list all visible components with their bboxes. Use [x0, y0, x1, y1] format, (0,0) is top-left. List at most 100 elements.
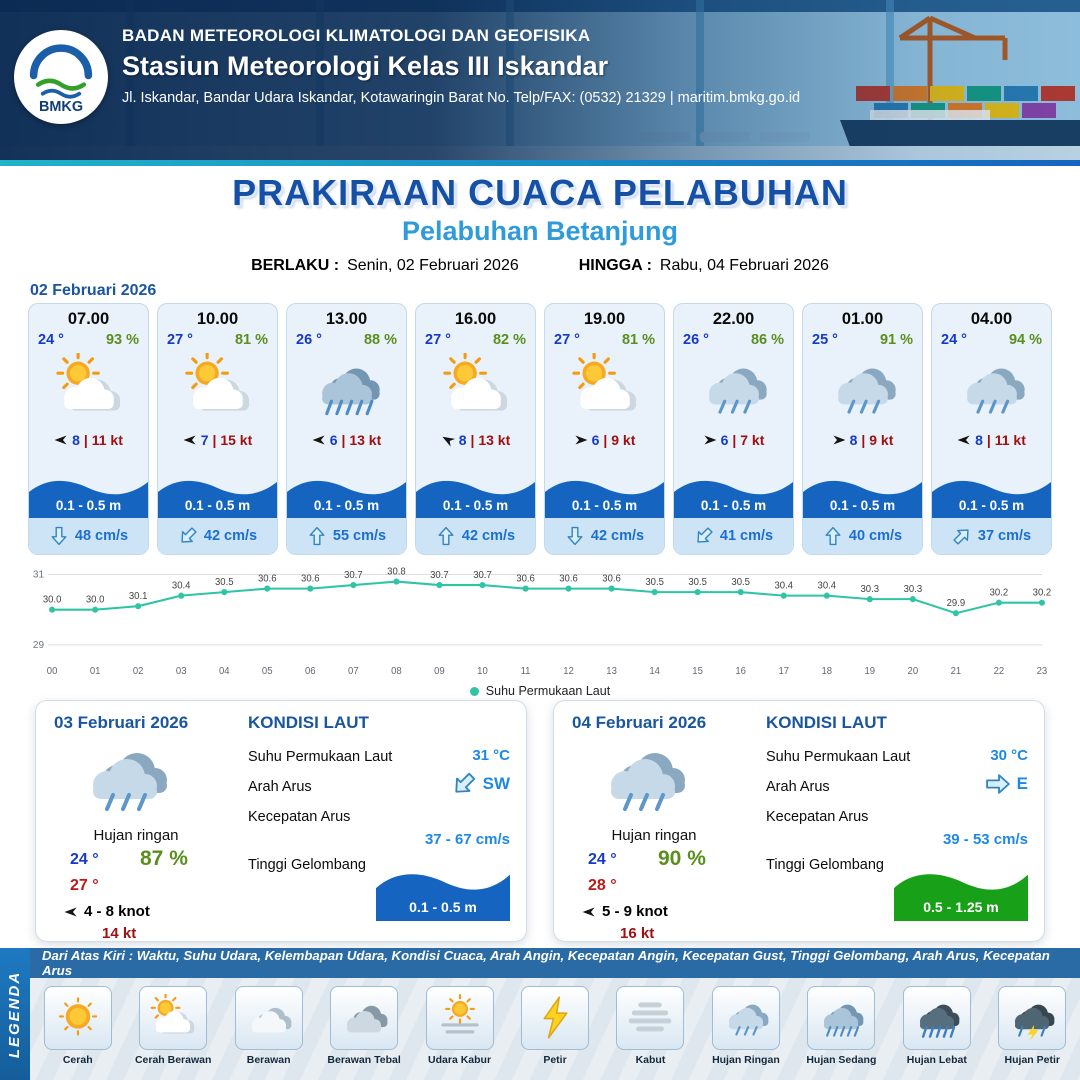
daily-wind-row: 5 - 9 knot [582, 903, 668, 920]
daily-wind-speed: 5 - 9 knot [602, 903, 668, 920]
hourly-date-label: 02 Februari 2026 [30, 282, 157, 299]
wind-gust-value: | 7 kt [732, 432, 765, 448]
daily-temp-max: 28 ° [588, 877, 617, 894]
page-title: PRAKIRAAN CUACA PELABUHAN [232, 172, 848, 213]
weather-icon-cell [416, 348, 535, 428]
sea-conditions-title: KONDISI LAUT [248, 713, 369, 732]
wave-height-value: 0.1 - 0.5 m [958, 498, 1025, 513]
current-direction-icon [445, 766, 482, 803]
wind-direction-icon [64, 905, 78, 919]
weather-icon [178, 351, 258, 423]
daily-weather-icon [66, 733, 184, 823]
legend-item: Cerah Berawan [125, 986, 220, 1066]
legend-icon-box [520, 986, 589, 1050]
legend-item: Berawan [221, 986, 316, 1066]
sst-label: Suhu Permukaan Laut [766, 749, 911, 765]
legend-item: Udara Kabur [412, 986, 507, 1066]
current-row: 42 cm/s [545, 518, 664, 554]
svg-text:01: 01 [90, 666, 101, 677]
daily-weather-icon [584, 733, 702, 823]
legend-item: Hujan Lebat [889, 986, 984, 1066]
header-separator [0, 160, 1080, 166]
svg-text:30.6: 30.6 [516, 573, 535, 584]
title-block: PRAKIRAAN CUACA PELABUHAN Pelabuhan Beta… [0, 172, 1080, 275]
humidity-value: 88 % [363, 332, 397, 348]
daily-temp-min: 24 ° [70, 851, 99, 868]
forecast-time: 07.00 [67, 310, 110, 328]
wind-row: 8 | 13 kt [416, 428, 535, 452]
sst-label: Suhu Permukaan Laut [248, 749, 393, 765]
current-direction-icon [985, 771, 1011, 797]
wave-height-value: 0.1 - 0.5 m [55, 498, 122, 513]
svg-text:13: 13 [606, 666, 617, 677]
wave-height-value: 0.1 - 0.5 m [313, 498, 380, 513]
svg-text:14: 14 [649, 666, 660, 677]
forecast-time: 13.00 [325, 310, 368, 328]
temp-humidity-row: 24 ° 94 % [932, 329, 1051, 348]
humidity-value: 94 % [1008, 332, 1042, 348]
temp-humidity-row: 25 ° 91 % [803, 329, 922, 348]
wave-height-value: 0.1 - 0.5 m [184, 498, 251, 513]
current-row: 40 cm/s [803, 518, 922, 554]
current-row: 42 cm/s [416, 518, 535, 554]
temp-humidity-row: 27 ° 82 % [416, 329, 535, 348]
hourly-forecast-card: 10.00 27 ° 81 % 7 | 15 kt 0.1 - 0.5 m 42 cm/s [157, 303, 278, 555]
daily-date: 04 Februari 2026 [572, 713, 707, 732]
hourly-forecast-card: 13.00 26 ° 88 % 6 | 13 kt 0.1 - 0.5 m 55 cm/s [286, 303, 407, 555]
svg-text:30.5: 30.5 [645, 577, 664, 588]
daily-condition: Hujan ringan [93, 827, 179, 844]
current-row: 48 cm/s [29, 518, 148, 554]
legend-icon-box [139, 986, 208, 1050]
legend-item-label: Kabut [635, 1054, 666, 1066]
legend-dot-icon [469, 686, 479, 696]
wind-direction-icon [574, 433, 588, 447]
hujan-sedang-icon [814, 994, 868, 1042]
svg-text:30.4: 30.4 [818, 580, 837, 591]
svg-text:03: 03 [176, 666, 187, 677]
humidity-value: 91 % [879, 332, 913, 348]
berawan-tebal-icon [337, 994, 391, 1042]
temp-humidity-row: 24 ° 93 % [29, 329, 148, 348]
svg-text:30.7: 30.7 [344, 570, 363, 581]
berlaku-value: Senin, 02 Februari 2026 [347, 257, 519, 274]
wind-direction-icon [54, 433, 68, 447]
temperature-value: 27 ° [425, 332, 451, 348]
svg-text:15: 15 [692, 666, 703, 677]
legend-item-label: Udara Kabur [428, 1054, 492, 1066]
wind-speed-value: 8 [458, 432, 467, 448]
weather-icon [307, 353, 387, 423]
chart-series-label: Suhu Permukaan Laut [485, 684, 611, 698]
header-text: BADAN METEOROLOGI KLIMATOLOGI DAN GEOFIS… [122, 26, 1060, 106]
wind-gust-value: | 13 kt [341, 432, 382, 448]
svg-text:08: 08 [391, 666, 402, 677]
current-speed-value: 40 cm/s [848, 528, 903, 544]
weather-icon [49, 351, 129, 423]
hourly-forecast-card: 04.00 24 ° 94 % 8 | 11 kt 0.1 - 0.5 m 37 cm/s [931, 303, 1052, 555]
svg-text:30.2: 30.2 [990, 587, 1009, 598]
legend-item: Hujan Petir [985, 986, 1080, 1066]
current-speed-value: 41 cm/s [719, 528, 774, 544]
hourly-forecast-card: 16.00 27 ° 82 % 8 | 13 kt 0.1 - 0.5 m 42 cm/s [415, 303, 536, 555]
svg-text:30.1: 30.1 [129, 591, 148, 602]
svg-text:31: 31 [33, 570, 44, 581]
wave-height-band: 0.1 - 0.5 m [29, 472, 148, 518]
svg-text:22: 22 [994, 666, 1005, 677]
temperature-value: 27 ° [554, 332, 580, 348]
weather-icon [952, 353, 1032, 423]
wind-speed-value: 6 [720, 432, 729, 448]
svg-text:30.2: 30.2 [1033, 587, 1052, 598]
svg-text:06: 06 [305, 666, 316, 677]
current-direction-text: SW [482, 774, 510, 793]
temp-humidity-row: 27 ° 81 % [158, 329, 277, 348]
legend-item-label: Cerah [62, 1054, 93, 1066]
org-name: BADAN METEOROLOGI KLIMATOLOGI DAN GEOFIS… [122, 26, 591, 45]
hujan-ringan-icon [719, 994, 773, 1042]
svg-text:29: 29 [33, 640, 44, 651]
current-direction-icon [49, 526, 69, 546]
legend-item: Hujan Ringan [698, 986, 793, 1066]
wave-height-value: 0.1 - 0.5 m [700, 498, 767, 513]
svg-text:30.5: 30.5 [215, 577, 234, 588]
forecast-time: 10.00 [196, 310, 239, 328]
svg-text:19: 19 [864, 666, 875, 677]
wave-height-value: 0.1 - 0.5 m [442, 498, 509, 513]
